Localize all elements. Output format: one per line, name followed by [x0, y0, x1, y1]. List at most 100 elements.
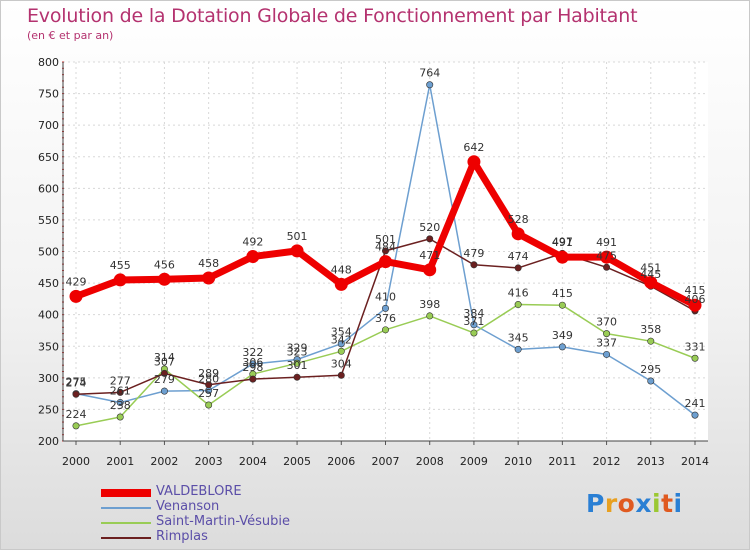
data-point [426, 81, 434, 89]
data-label: 410 [375, 290, 396, 303]
data-point [249, 360, 257, 368]
data-point [691, 354, 699, 362]
legend-label: Saint-Martin-Vésubie [156, 514, 291, 529]
data-point [379, 255, 392, 269]
legend-label: Rimplas [156, 529, 208, 544]
data-point [72, 390, 80, 398]
logo-letter: i [652, 489, 662, 518]
data-point [116, 398, 124, 406]
data-point [334, 277, 348, 291]
data-label: 484 [375, 241, 396, 254]
data-label: 279 [154, 373, 175, 386]
data-point [293, 373, 301, 381]
data-point [381, 304, 389, 312]
data-point [246, 250, 260, 264]
legend-item: Rimplas [101, 529, 421, 545]
data-label: 307 [154, 355, 175, 368]
data-point [644, 275, 658, 289]
y-tick-label: 800 [38, 56, 59, 69]
data-label: 298 [242, 361, 263, 374]
y-tick-label: 600 [38, 182, 59, 195]
logo-letter: i [673, 489, 683, 518]
data-labels: 275 261 279 280 322 329 354 410 764 384 345 349 337 2… [66, 67, 706, 421]
data-point [423, 263, 437, 277]
data-point [202, 271, 216, 285]
x-tick-label: 2001 [106, 455, 134, 468]
data-label: 445 [640, 268, 661, 281]
data-label: 501 [287, 230, 308, 243]
data-point [558, 343, 566, 351]
series-group [69, 81, 702, 430]
data-label: 501 [375, 233, 396, 246]
data-point [160, 369, 168, 377]
data-point [116, 413, 124, 421]
proxiti-logo: Proxiti [586, 489, 683, 518]
x-tick-label: 2002 [150, 455, 178, 468]
data-point [555, 250, 569, 264]
data-label: 415 [685, 284, 706, 297]
x-tick-label: 2012 [593, 455, 621, 468]
data-point [205, 401, 213, 409]
data-label: 497 [552, 235, 573, 248]
x-tick-label: 2013 [637, 455, 665, 468]
logo-letter: o [617, 489, 636, 518]
data-point [603, 330, 611, 338]
data-label: 520 [419, 221, 440, 234]
data-point [603, 263, 611, 271]
data-point [470, 321, 478, 329]
logo-letter: r [604, 489, 618, 518]
legend-swatch [101, 489, 151, 497]
x-tick-label: 2011 [548, 455, 576, 468]
data-point [426, 235, 434, 243]
logo-letter: P [586, 489, 605, 518]
data-label: 224 [66, 408, 87, 421]
y-tick-label: 750 [38, 88, 59, 101]
data-label: 345 [508, 331, 529, 344]
legend: VALDEBLORE Venanson Saint-Martin-Vésubie Ri… [101, 484, 421, 545]
data-label: 241 [685, 397, 706, 410]
data-point [293, 359, 301, 367]
data-label: 331 [685, 340, 706, 353]
legend-swatch [101, 507, 151, 509]
data-point [647, 377, 655, 385]
data-label: 451 [640, 261, 661, 274]
data-label: 398 [419, 298, 440, 311]
data-label: 474 [508, 250, 529, 263]
data-label: 349 [552, 329, 573, 342]
data-label: 304 [331, 357, 352, 370]
y-tick-label: 700 [38, 119, 59, 132]
logo-letter: x [635, 489, 652, 518]
data-label: 280 [198, 372, 219, 385]
data-point [290, 244, 304, 258]
data-point [647, 337, 655, 345]
data-point [160, 387, 168, 395]
y-tick-label: 350 [38, 340, 59, 353]
legend-swatch [101, 522, 151, 524]
x-tick-label: 2007 [372, 455, 400, 468]
y-tick-label: 300 [38, 372, 59, 385]
legend-label: VALDEBLORE [156, 484, 242, 499]
logo-letter: t [661, 489, 674, 518]
data-label: 261 [110, 384, 131, 397]
chart-title: Evolution de la Dotation Globale de Fonc… [27, 5, 638, 27]
data-point [514, 345, 522, 353]
data-label: 277 [110, 374, 131, 387]
data-point [426, 312, 434, 320]
data-point [470, 329, 478, 337]
data-point [511, 227, 525, 241]
y-tick-label: 250 [38, 403, 59, 416]
data-point [691, 411, 699, 419]
data-point [205, 381, 213, 389]
data-label: 384 [463, 307, 484, 320]
data-label: 295 [640, 363, 661, 376]
x-tick-label: 2008 [416, 455, 444, 468]
x-tick-label: 2014 [681, 455, 709, 468]
legend-item: Venanson [101, 499, 421, 515]
y-tick-label: 200 [38, 435, 59, 448]
data-point [157, 272, 171, 286]
y-tick-label: 450 [38, 277, 59, 290]
data-label: 455 [110, 259, 131, 272]
data-point [72, 422, 80, 430]
data-point [381, 247, 389, 255]
data-point [603, 350, 611, 358]
